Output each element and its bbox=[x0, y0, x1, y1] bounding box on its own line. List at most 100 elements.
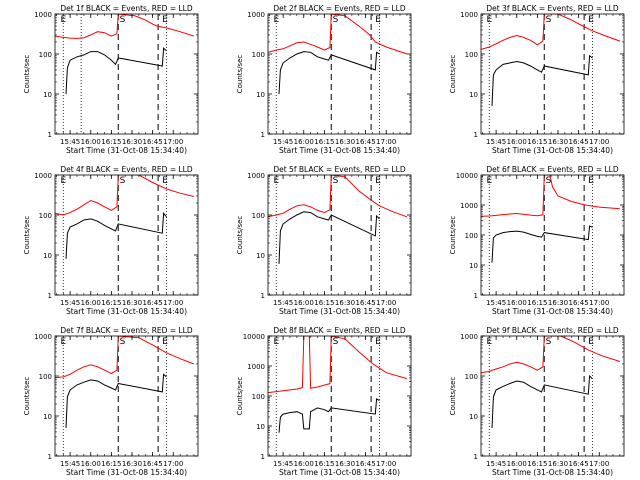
series-lld-line bbox=[481, 336, 621, 374]
plot-frame bbox=[54, 335, 199, 457]
segment-label: S bbox=[546, 337, 552, 347]
series-lld-line bbox=[55, 336, 195, 379]
y-axis-label: Counts/sec bbox=[449, 55, 457, 94]
x-axis-label: Start Time (31-Oct-08 15:34:40) bbox=[492, 146, 613, 155]
x-axis-label: Start Time (31-Oct-08 15:34:40) bbox=[279, 468, 400, 477]
segment-label: E bbox=[375, 176, 381, 186]
y-axis-label: Counts/sec bbox=[23, 377, 31, 416]
x-tick-label: 16:00 bbox=[81, 299, 101, 307]
x-tick-label: 15:45 bbox=[273, 299, 293, 307]
y-tick-label: 1000 bbox=[460, 333, 478, 341]
segment-label: S bbox=[333, 337, 339, 347]
y-tick-label: 1000 bbox=[460, 11, 478, 19]
y-axis-label: Counts/sec bbox=[236, 377, 244, 416]
panel-title: Det 9f BLACK = Events, RED = LLD bbox=[486, 326, 619, 335]
x-tick-label: 16:30 bbox=[548, 460, 568, 468]
series-events-line bbox=[278, 398, 380, 433]
x-tick-label: 15:45 bbox=[486, 299, 506, 307]
y-tick-label: 100 bbox=[252, 51, 265, 59]
y-tick-label: 100 bbox=[39, 51, 52, 59]
x-tick-label: 16:30 bbox=[335, 460, 355, 468]
y-tick-label: 100 bbox=[39, 212, 52, 220]
y-tick-label: 1000 bbox=[247, 363, 265, 371]
y-tick-label: 10 bbox=[469, 262, 478, 270]
x-tick-label: 15:45 bbox=[60, 138, 80, 146]
x-tick-label: 15:45 bbox=[273, 460, 293, 468]
y-tick-label: 10 bbox=[469, 413, 478, 421]
x-tick-label: 16:00 bbox=[81, 138, 101, 146]
x-axis-label: Start Time (31-Oct-08 15:34:40) bbox=[66, 468, 187, 477]
panel-det-4: Det 4f BLACK = Events, RED = LLD E S E 1 10 10… bbox=[23, 165, 199, 316]
segment-label: E bbox=[162, 337, 168, 347]
x-tick-label: 16:45 bbox=[356, 460, 376, 468]
x-tick-label: 16:30 bbox=[548, 138, 568, 146]
x-tick-label: 17:00 bbox=[163, 299, 183, 307]
y-tick-label: 10 bbox=[43, 252, 52, 260]
y-tick-label: 1 bbox=[48, 453, 52, 461]
x-tick-label: 15:45 bbox=[60, 460, 80, 468]
y-tick-label: 1 bbox=[261, 453, 265, 461]
x-tick-label: 16:45 bbox=[569, 138, 589, 146]
x-tick-label: 15:45 bbox=[486, 460, 506, 468]
panel-title: Det 5f BLACK = Events, RED = LLD bbox=[273, 165, 406, 174]
series-events-line bbox=[65, 211, 167, 259]
panel-det-5: Det 5f BLACK = Events, RED = LLD E S E 1 10 10… bbox=[236, 165, 412, 316]
x-tick-label: 17:00 bbox=[163, 460, 183, 468]
x-tick-label: 16:00 bbox=[294, 299, 314, 307]
x-tick-label: 17:00 bbox=[376, 138, 396, 146]
plot-frame bbox=[480, 335, 625, 457]
y-tick-label: 10000 bbox=[243, 333, 265, 341]
segment-label: S bbox=[546, 176, 552, 186]
panel-title: Det 7f BLACK = Events, RED = LLD bbox=[60, 326, 193, 335]
x-tick-label: 16:30 bbox=[122, 299, 142, 307]
segment-label: S bbox=[120, 337, 126, 347]
x-tick-label: 16:45 bbox=[143, 460, 163, 468]
panel-title: Det 8f BLACK = Events, RED = LLD bbox=[273, 326, 406, 335]
y-tick-label: 100 bbox=[465, 373, 478, 381]
x-tick-label: 16:30 bbox=[335, 138, 355, 146]
segment-label: E bbox=[375, 15, 381, 25]
y-tick-label: 100 bbox=[252, 393, 265, 401]
segment-label: E bbox=[162, 176, 168, 186]
x-tick-label: 16:45 bbox=[569, 299, 589, 307]
series-lld-line bbox=[481, 14, 621, 50]
y-tick-label: 10 bbox=[256, 91, 265, 99]
x-tick-label: 16:45 bbox=[569, 460, 589, 468]
segment-label: E bbox=[61, 337, 67, 347]
panel-title: Det 2f BLACK = Events, RED = LLD bbox=[273, 4, 406, 13]
y-axis-label: Counts/sec bbox=[23, 216, 31, 255]
x-tick-label: 16:15 bbox=[314, 299, 334, 307]
panel-det-7: Det 7f BLACK = Events, RED = LLD E S E 1 10 10… bbox=[23, 326, 199, 477]
panel-det-3: Det 3f BLACK = Events, RED = LLD E S E 1 10 10… bbox=[449, 4, 625, 155]
x-tick-label: 16:45 bbox=[143, 299, 163, 307]
y-tick-label: 10 bbox=[43, 413, 52, 421]
y-tick-label: 10000 bbox=[456, 172, 478, 180]
x-tick-label: 17:00 bbox=[376, 460, 396, 468]
panel-det-1: Det 1f BLACK = Events, RED = LLD E S E 1 10 10… bbox=[23, 4, 199, 155]
plot-frame bbox=[54, 13, 199, 135]
series-events-line bbox=[278, 211, 380, 264]
series-lld-line bbox=[55, 175, 195, 216]
segment-label: E bbox=[588, 337, 594, 347]
x-tick-label: 15:45 bbox=[486, 138, 506, 146]
x-tick-label: 17:00 bbox=[589, 299, 609, 307]
x-tick-label: 16:00 bbox=[81, 460, 101, 468]
series-lld-line bbox=[481, 175, 620, 217]
segment-label: E bbox=[487, 15, 493, 25]
panel-title: Det 4f BLACK = Events, RED = LLD bbox=[60, 165, 193, 174]
y-tick-label: 1000 bbox=[34, 333, 52, 341]
segment-label: E bbox=[61, 176, 67, 186]
y-tick-label: 1000 bbox=[460, 202, 478, 210]
series-events-line bbox=[491, 225, 593, 263]
y-tick-label: 10 bbox=[256, 252, 265, 260]
segment-label: S bbox=[120, 15, 126, 25]
x-tick-label: 16:00 bbox=[507, 299, 527, 307]
series-events-line bbox=[65, 373, 167, 429]
x-tick-label: 16:00 bbox=[507, 460, 527, 468]
series-events-line bbox=[278, 51, 380, 95]
plot-frame bbox=[480, 13, 625, 135]
y-axis-label: Counts/sec bbox=[449, 377, 457, 416]
y-tick-label: 1 bbox=[474, 131, 478, 139]
x-tick-label: 16:45 bbox=[356, 299, 376, 307]
